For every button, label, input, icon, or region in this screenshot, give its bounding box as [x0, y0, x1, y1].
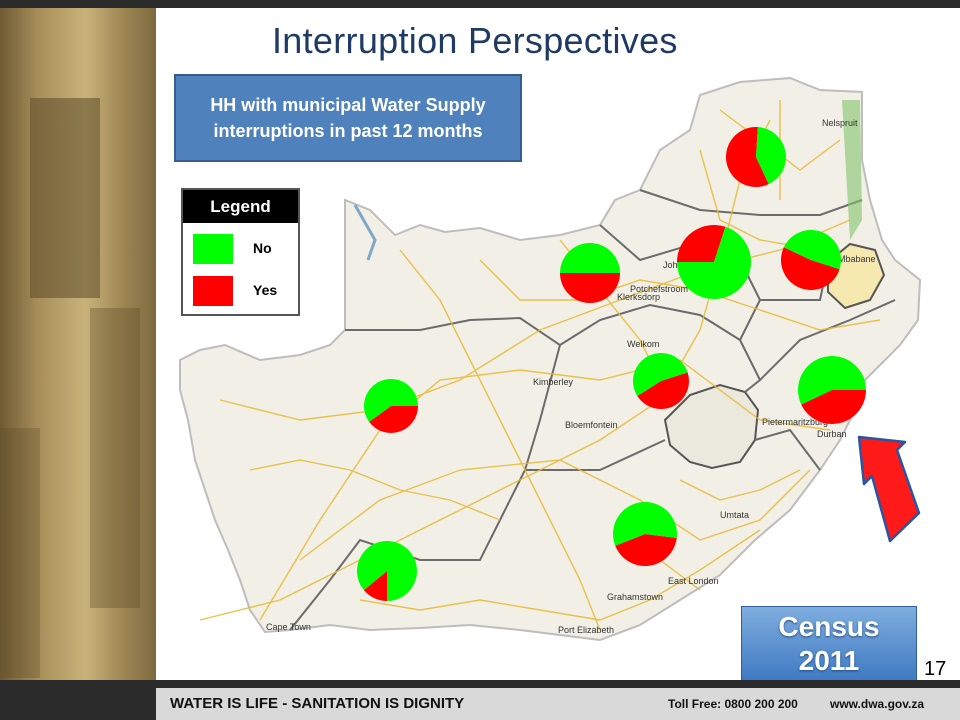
city-label-klerksdorp: Klerksdorp	[617, 292, 660, 302]
city-label-bloemfontein: Bloemfontein	[565, 420, 618, 430]
info-box: HH with municipal Water Supply interrupt…	[174, 74, 522, 162]
pie-chart-northern-cape	[363, 378, 418, 433]
pie-slice-yes	[615, 534, 677, 567]
building-photo	[0, 8, 156, 680]
city-label-port-elizabeth: Port Elizabeth	[558, 625, 614, 635]
footer-toll-free: Toll Free: 0800 200 200	[668, 697, 798, 711]
pie-chart-limpopo	[726, 127, 787, 187]
pie-slice-no	[633, 353, 688, 397]
city-label-nelspruit: Nelspruit	[822, 118, 858, 128]
pie-slice-yes	[369, 406, 418, 433]
pie-chart-eastern-cape	[613, 502, 678, 567]
pie-slice-yes	[780, 247, 840, 291]
river	[353, 204, 377, 261]
pie-slice-yes	[726, 127, 769, 187]
city-label-east-london: East London	[668, 576, 719, 586]
arrow-icon	[857, 435, 921, 543]
swaziland-border	[827, 242, 886, 310]
footer-slogan: WATER IS LIFE - SANITATION IS DIGNITY	[170, 695, 465, 712]
footer-band	[156, 688, 960, 720]
pie-slice-no	[357, 541, 417, 601]
map-land	[179, 76, 922, 642]
pie-chart-mpumalanga	[780, 230, 841, 291]
pie-slice-yes	[363, 571, 387, 601]
pie-chart-free-state	[633, 353, 689, 410]
pie-slice-no	[677, 226, 751, 300]
pie-chart-gauteng	[677, 224, 751, 300]
census-badge-label: Census	[778, 611, 880, 642]
pie-chart-layer	[357, 127, 866, 601]
pie-slice-yes	[637, 372, 689, 410]
city-label-kimberley: Kimberley	[533, 377, 574, 387]
city-label-pietermaritzburg: Pietermaritzburg	[762, 417, 828, 427]
city-label-umtata: Umtata	[720, 510, 749, 520]
city-label-mbabane: Mbabane	[838, 254, 876, 264]
census-badge: Census 2011	[741, 606, 917, 682]
city-label-grahamstown: Grahamstown	[607, 592, 663, 602]
province-border-ec	[525, 428, 821, 471]
coast-water	[842, 100, 862, 240]
pie-slice-yes	[801, 390, 866, 425]
pie-slice-no	[783, 230, 841, 270]
info-box-line-1: HH with municipal Water Supply	[210, 95, 486, 115]
footer-website: www.dwa.gov.za	[830, 697, 925, 711]
top-bar	[0, 0, 960, 8]
slide-title: Interruption Perspectives	[272, 20, 678, 61]
city-label-cape-town: Cape Town	[266, 622, 311, 632]
province-border-kzn	[759, 299, 896, 381]
pie-slice-no	[798, 356, 866, 405]
city-label-durban: Durban	[817, 429, 847, 439]
legend-heading: Legend	[183, 190, 298, 223]
page-number: 17	[924, 658, 947, 680]
pie-slice-yes	[560, 273, 620, 303]
legend-item-yes: Yes	[193, 276, 293, 306]
pie-slice-no	[613, 502, 678, 546]
legend: Legend No Yes	[181, 188, 300, 316]
city-label-potchefstroom: Potchefstroom	[630, 284, 688, 294]
pie-slice-no	[363, 378, 418, 422]
pie-slice-no	[560, 243, 620, 273]
province-border-lp	[639, 189, 863, 216]
pie-chart-kwazulu-natal	[798, 356, 866, 425]
info-box-line-2: interruptions in past 12 months	[213, 121, 483, 141]
south-africa-map: Nelspruit Johannesburg Potchefstroom Kle…	[179, 76, 922, 642]
pie-chart-western-cape	[357, 541, 417, 601]
legend-item-no: No	[193, 234, 293, 264]
legend-swatch-yes	[193, 276, 233, 306]
pie-slice-yes	[677, 224, 726, 262]
pie-slice-no	[756, 127, 787, 185]
legend-swatch-no	[193, 234, 233, 264]
legend-label-yes: Yes	[253, 282, 278, 298]
city-label-welkom: Welkom	[627, 339, 659, 349]
legend-label-no: No	[253, 240, 272, 256]
census-badge-year: 2011	[798, 645, 860, 676]
pie-chart-north-west	[560, 243, 620, 303]
